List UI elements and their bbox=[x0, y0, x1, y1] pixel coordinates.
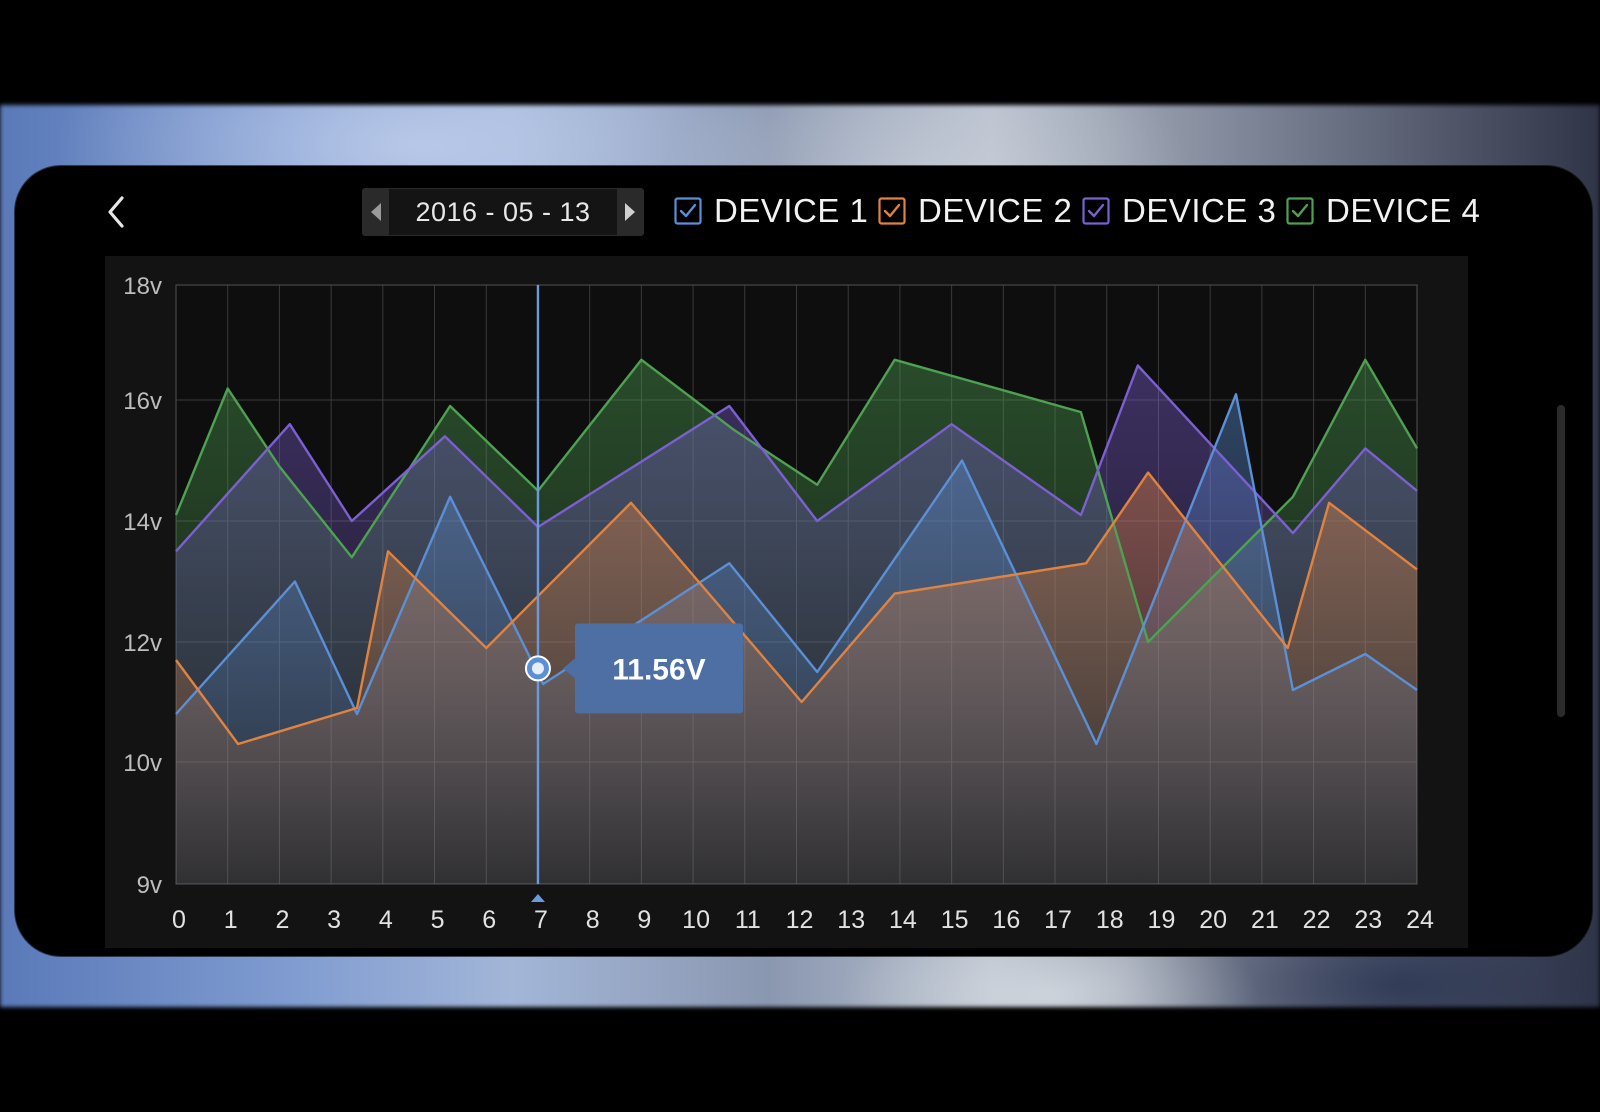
x-tick-label: 21 bbox=[1251, 906, 1279, 934]
x-tick-label: 1 bbox=[224, 906, 238, 934]
series-line-device-4 bbox=[174, 358, 1419, 644]
x-tick-label: 22 bbox=[1303, 906, 1331, 934]
x-tick-label: 2 bbox=[275, 906, 289, 934]
legend-label: DEVICE 1 bbox=[714, 192, 869, 229]
x-tick-label: 3 bbox=[327, 906, 341, 934]
x-tick-label: 8 bbox=[586, 906, 600, 934]
x-tick-label: 23 bbox=[1354, 906, 1382, 934]
x-tick-label: 20 bbox=[1199, 906, 1227, 934]
checkbox-checked-icon[interactable] bbox=[674, 197, 702, 225]
x-tick-label: 18 bbox=[1096, 906, 1124, 934]
legend-device-3[interactable]: DEVICE 3 bbox=[1082, 188, 1276, 234]
legend-label: DEVICE 4 bbox=[1326, 192, 1481, 229]
tooltip-box bbox=[574, 623, 743, 714]
chart-panel: 9v 10v 12v 14v 16v 18v 0 1 2 3 4 5 6 7 8 9 10 11 12 13 14 15 1… bbox=[105, 256, 1468, 948]
series-line-device-2 bbox=[175, 471, 1418, 746]
cursor-marker-icon[interactable] bbox=[530, 894, 545, 902]
series-line-device-3 bbox=[175, 364, 1418, 553]
x-tick-label: 14 bbox=[889, 906, 917, 934]
x-tick-label: 4 bbox=[379, 906, 393, 934]
scrollbar[interactable] bbox=[1557, 405, 1565, 717]
x-tick-label: 9 bbox=[637, 906, 651, 934]
x-tick-label: 7 bbox=[534, 906, 548, 934]
tooltip-value: 11.56V bbox=[612, 653, 705, 686]
x-tick-label: 24 bbox=[1406, 906, 1434, 934]
x-tick-label: 19 bbox=[1148, 906, 1176, 934]
x-tick-label: 10 bbox=[682, 906, 710, 934]
previous-date-button[interactable] bbox=[363, 189, 389, 235]
x-tick-label: 11 bbox=[735, 906, 761, 934]
y-tick-label: 14v bbox=[123, 509, 162, 536]
y-tick-label: 18v bbox=[123, 273, 162, 300]
date-label: 2016 - 05 - 13 bbox=[415, 197, 591, 227]
x-tick-label: 16 bbox=[992, 906, 1020, 934]
caret-right-icon bbox=[625, 203, 635, 221]
checkbox-checked-icon[interactable] bbox=[1082, 197, 1110, 225]
legend-label: DEVICE 2 bbox=[918, 192, 1073, 229]
series-line-device-1 bbox=[175, 392, 1418, 746]
x-tick-label: 5 bbox=[431, 906, 445, 934]
x-tick-label: 0 bbox=[172, 906, 186, 934]
selected-point-center bbox=[531, 662, 544, 675]
legend-device-1[interactable]: DEVICE 1 bbox=[674, 188, 868, 234]
tooltip-pointer bbox=[562, 658, 575, 679]
legend-device-4[interactable]: DEVICE 4 bbox=[1286, 188, 1480, 234]
legend-label: DEVICE 3 bbox=[1122, 192, 1277, 229]
checkbox-checked-icon[interactable] bbox=[878, 197, 906, 225]
y-tick-label: 12v bbox=[123, 630, 162, 657]
x-tick-label: 12 bbox=[786, 906, 814, 934]
date-picker: 2016 - 05 - 13 bbox=[362, 188, 644, 236]
back-chevron-icon[interactable] bbox=[102, 194, 132, 230]
x-tick-label: 15 bbox=[941, 906, 969, 934]
next-date-button[interactable] bbox=[617, 189, 643, 235]
series-area-device-2 bbox=[176, 472, 1417, 884]
y-tick-label: 16v bbox=[123, 388, 162, 415]
x-tick-label: 17 bbox=[1044, 906, 1072, 934]
y-tick-label: 10v bbox=[123, 750, 162, 777]
x-tick-label: 13 bbox=[837, 906, 865, 934]
legend-device-2[interactable]: DEVICE 2 bbox=[878, 188, 1072, 234]
y-tick-label: 9v bbox=[137, 872, 162, 899]
caret-left-icon bbox=[371, 203, 381, 221]
checkbox-checked-icon[interactable] bbox=[1286, 197, 1314, 225]
x-tick-label: 6 bbox=[482, 906, 496, 934]
